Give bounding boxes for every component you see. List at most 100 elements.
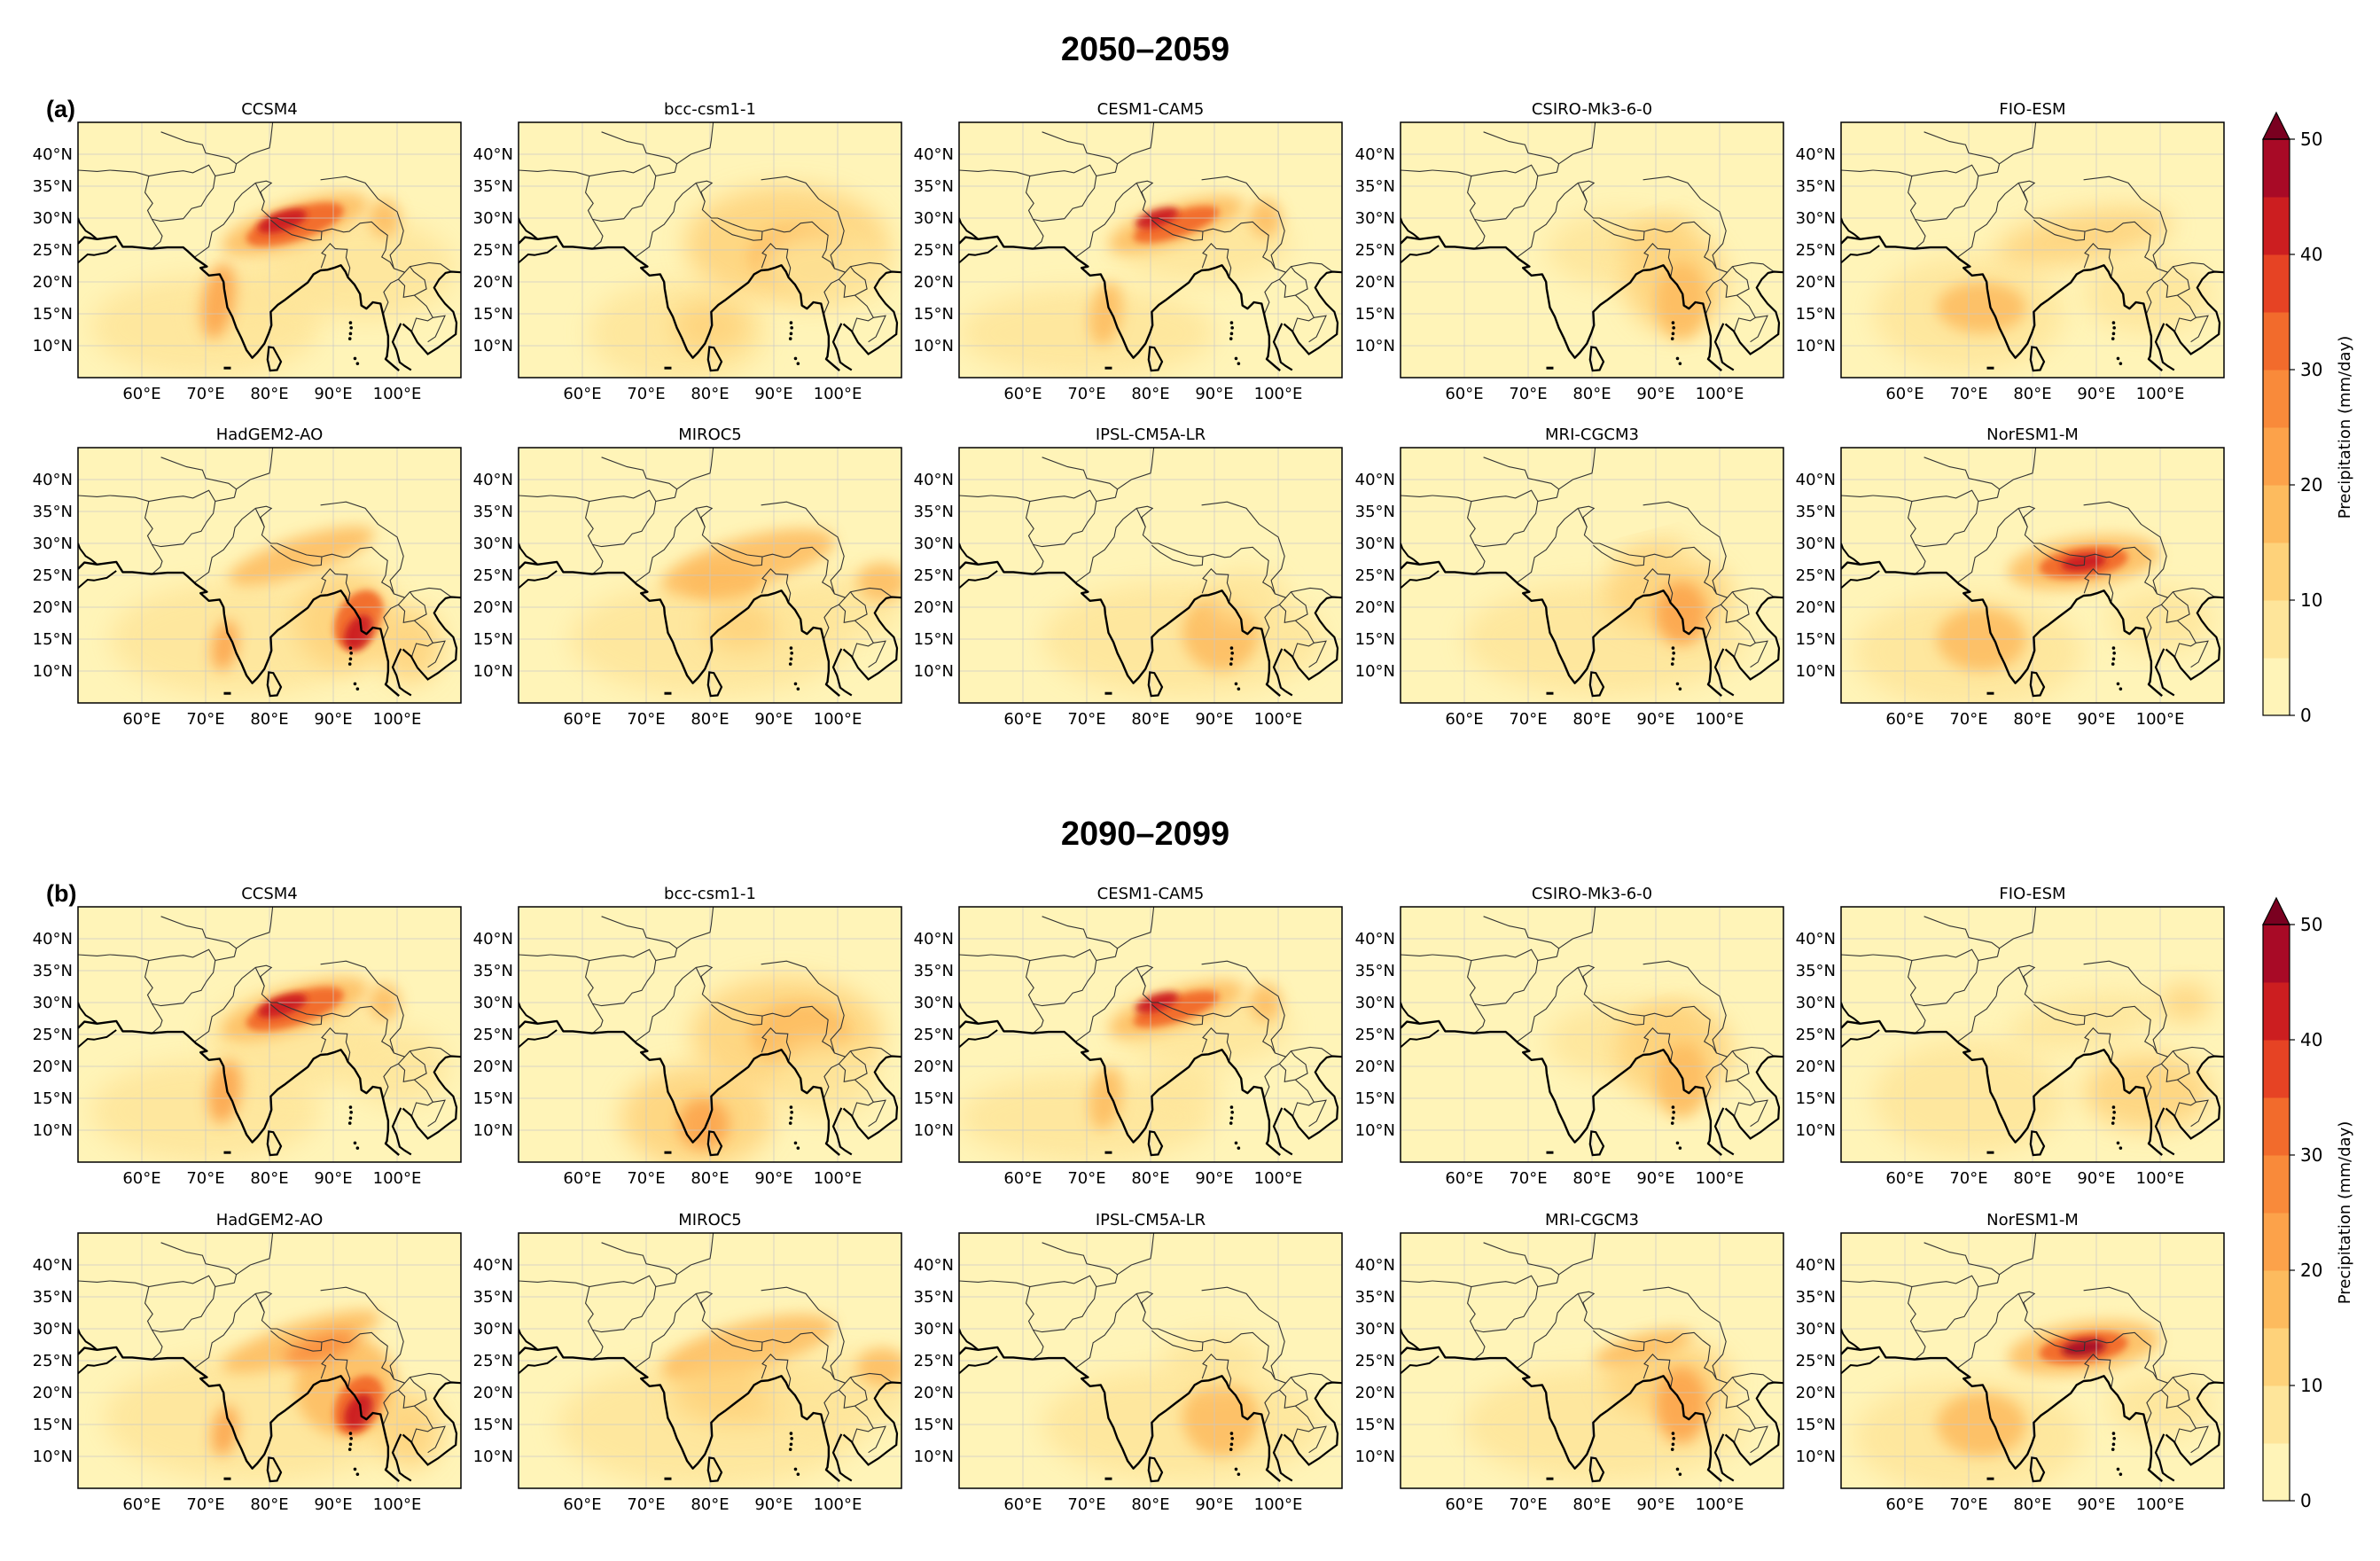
y-tick-label: 15°N bbox=[1355, 1089, 1395, 1108]
colorbar-segment bbox=[2263, 1443, 2290, 1502]
x-tick-label: 90°E bbox=[314, 385, 352, 403]
x-tick-labels: 60°E 70°E 80°E 90°E 100°E bbox=[1003, 385, 1302, 403]
map-p0-MRI-CGCM3: MRI-CGCM3 40°N 35°N 30°N 25°N 20°N 15°N 10°N 60°… bbox=[1355, 425, 1784, 729]
y-tick-label: 35°N bbox=[914, 177, 954, 196]
y-tick-label: 15°N bbox=[1796, 630, 1836, 649]
y-tick-label: 10°N bbox=[33, 662, 73, 681]
y-tick-label: 30°N bbox=[914, 209, 954, 228]
gridlines bbox=[1841, 448, 2224, 703]
map-frame bbox=[958, 906, 1343, 1163]
x-tick-label: 60°E bbox=[563, 1495, 601, 1514]
map-title: MIROC5 bbox=[678, 1211, 742, 1229]
y-tick-labels: 40°N 35°N 30°N 25°N 20°N 15°N 10°N bbox=[1796, 930, 1836, 1140]
y-tick-label: 20°N bbox=[33, 1058, 73, 1076]
y-tick-label: 10°N bbox=[1355, 1448, 1395, 1466]
y-tick-label: 15°N bbox=[1355, 630, 1395, 649]
map-p0-HadGEM2-AO: HadGEM2-AO 40°N 35°N 30°N 25°N 20°N 15°N 10°N 60… bbox=[33, 425, 462, 729]
y-tick-label: 40°N bbox=[33, 1256, 73, 1275]
x-tick-labels: 60°E 70°E 80°E 90°E 100°E bbox=[122, 710, 421, 729]
precip-contour bbox=[344, 614, 374, 651]
y-tick-label: 20°N bbox=[914, 1384, 954, 1402]
x-tick-label: 90°E bbox=[314, 1495, 352, 1514]
country-borders bbox=[959, 122, 1333, 343]
x-tick-label: 90°E bbox=[2077, 385, 2115, 403]
x-tick-label: 90°E bbox=[754, 1495, 792, 1514]
y-tick-label: 20°N bbox=[473, 598, 513, 617]
y-tick-label: 35°N bbox=[473, 962, 513, 980]
y-tick-label: 40°N bbox=[914, 471, 954, 489]
y-tick-label: 25°N bbox=[33, 1026, 73, 1044]
x-tick-label: 100°E bbox=[1254, 710, 1303, 729]
colorbar-extend bbox=[2262, 111, 2290, 140]
y-tick-label: 25°N bbox=[914, 1026, 954, 1044]
x-tick-label: 60°E bbox=[122, 385, 160, 403]
y-tick-label: 10°N bbox=[473, 662, 513, 681]
x-tick-label: 90°E bbox=[2077, 1169, 2115, 1188]
x-tick-label: 90°E bbox=[1195, 385, 1233, 403]
gridlines bbox=[1401, 907, 1783, 1162]
x-tick-label: 60°E bbox=[122, 1495, 160, 1514]
map-p0-CESM1-CAM5: CESM1-CAM5 40°N 35°N 30°N 25°N 20°N 15°N 10°N 60… bbox=[914, 100, 1343, 403]
x-tick-labels: 60°E 70°E 80°E 90°E 100°E bbox=[563, 1495, 862, 1514]
map-frame bbox=[958, 447, 1343, 704]
y-tick-label: 15°N bbox=[33, 305, 73, 324]
x-tick-label: 90°E bbox=[1195, 1169, 1233, 1188]
map-title: CESM1-CAM5 bbox=[1097, 100, 1205, 119]
y-tick-label: 35°N bbox=[473, 1288, 513, 1307]
precip-contour bbox=[1656, 1367, 1707, 1444]
colorbar-segment bbox=[2263, 1097, 2290, 1156]
coastline bbox=[959, 542, 1342, 698]
x-tick-label: 70°E bbox=[627, 1169, 665, 1188]
x-tick-labels: 60°E 70°E 80°E 90°E 100°E bbox=[563, 1169, 862, 1188]
gridlines bbox=[78, 1233, 461, 1488]
y-tick-label: 40°N bbox=[914, 930, 954, 948]
y-tick-label: 25°N bbox=[1796, 566, 1836, 585]
y-tick-label: 40°N bbox=[1355, 930, 1395, 948]
y-tick-label: 25°N bbox=[1796, 1026, 1836, 1044]
country-borders bbox=[519, 122, 893, 343]
x-tick-label: 60°E bbox=[122, 710, 160, 729]
y-tick-label: 20°N bbox=[914, 273, 954, 292]
y-tick-label: 10°N bbox=[33, 1448, 73, 1466]
colorbar-tick-label: 20 bbox=[2300, 1260, 2322, 1281]
x-tick-label: 100°E bbox=[373, 1169, 422, 1188]
map-frame bbox=[1840, 1232, 2225, 1489]
coastline bbox=[78, 1002, 461, 1157]
map-title: MRI-CGCM3 bbox=[1545, 425, 1639, 444]
y-tick-label: 30°N bbox=[914, 535, 954, 553]
x-tick-label: 60°E bbox=[563, 1169, 601, 1188]
x-tick-label: 100°E bbox=[2136, 1169, 2185, 1188]
precip-contour bbox=[703, 600, 781, 652]
x-tick-label: 70°E bbox=[1949, 710, 1987, 729]
y-tick-label: 25°N bbox=[1355, 1026, 1395, 1044]
precip-contour bbox=[2061, 553, 2106, 572]
precip-contour bbox=[856, 562, 901, 601]
y-tick-label: 30°N bbox=[1796, 994, 1836, 1012]
coastline bbox=[959, 217, 1342, 372]
x-tick-label: 60°E bbox=[563, 385, 601, 403]
y-tick-label: 40°N bbox=[1355, 145, 1395, 164]
x-tick-label: 80°E bbox=[250, 710, 288, 729]
period-title-b: 2090–2099 bbox=[1061, 816, 1229, 853]
gridlines bbox=[519, 1233, 901, 1488]
colorbar-segment bbox=[2263, 370, 2290, 428]
country-borders bbox=[78, 122, 452, 343]
x-tick-label: 100°E bbox=[373, 385, 422, 403]
colorbar-segment bbox=[2263, 1328, 2290, 1386]
y-tick-labels: 40°N 35°N 30°N 25°N 20°N 15°N 10°N bbox=[33, 1256, 73, 1466]
x-tick-label: 100°E bbox=[2136, 710, 2185, 729]
x-tick-label: 60°E bbox=[1885, 710, 1924, 729]
x-tick-label: 90°E bbox=[2077, 710, 2115, 729]
x-tick-labels: 60°E 70°E 80°E 90°E 100°E bbox=[1885, 1169, 2184, 1188]
map-title: NorESM1-M bbox=[1986, 425, 2079, 444]
map-title: FIO-ESM bbox=[1999, 100, 2065, 119]
map-frame bbox=[77, 1232, 462, 1489]
y-tick-labels: 40°N 35°N 30°N 25°N 20°N 15°N 10°N bbox=[33, 471, 73, 681]
y-tick-label: 25°N bbox=[33, 241, 73, 260]
country-borders bbox=[1401, 1233, 1775, 1454]
map-title: bcc-csm1-1 bbox=[664, 885, 756, 903]
x-tick-label: 80°E bbox=[2013, 1169, 2051, 1188]
x-tick-label: 90°E bbox=[754, 710, 792, 729]
y-tick-label: 35°N bbox=[1796, 177, 1836, 196]
colorbar-segment bbox=[2263, 542, 2290, 601]
